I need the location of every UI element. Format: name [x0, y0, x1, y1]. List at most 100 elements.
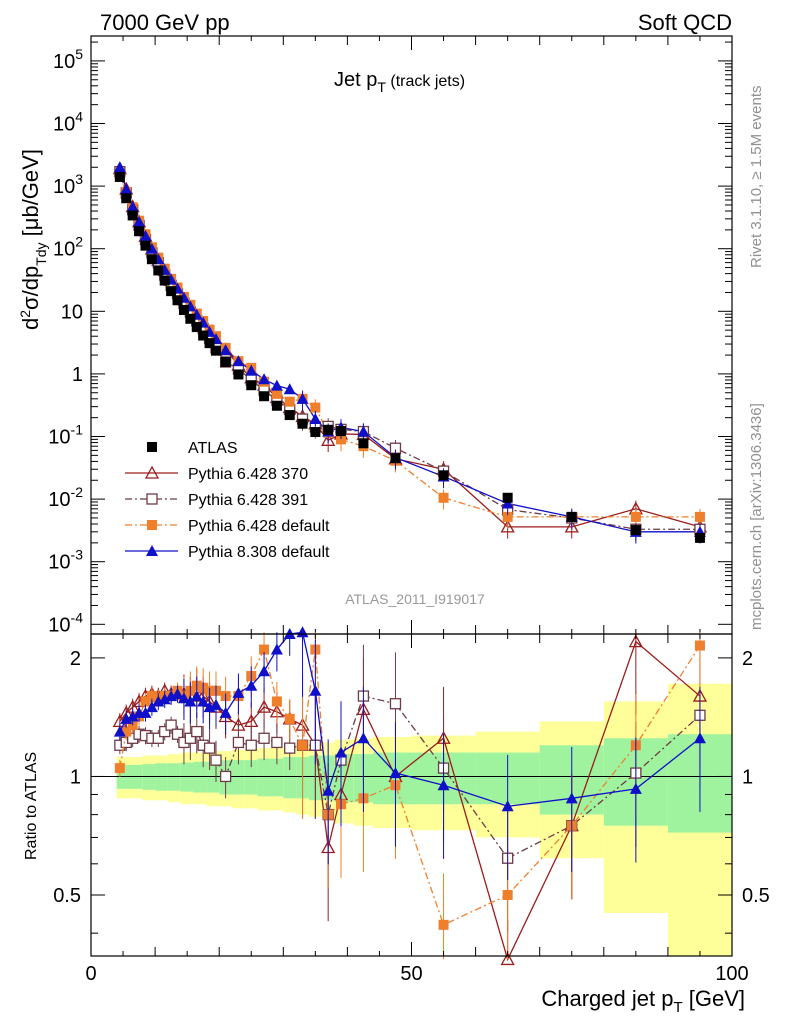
ratio-tick-label: 0.5: [53, 885, 81, 907]
data-point: [184, 732, 197, 744]
data-point: [191, 322, 202, 333]
data-point: [271, 696, 282, 707]
ratio-tick-label: 1: [70, 766, 81, 788]
data-point: [321, 432, 336, 446]
data-point: [152, 732, 164, 744]
data-point: [140, 696, 151, 707]
data-point: [126, 710, 139, 722]
series-line: [119, 174, 700, 518]
y-axis-label-ratio: Ratio to ATLAS: [23, 752, 40, 860]
data-point: [296, 626, 309, 638]
data-point: [147, 520, 157, 530]
data-point: [232, 736, 245, 749]
data-point: [184, 695, 197, 707]
data-point: [245, 739, 257, 751]
data-point: [296, 392, 309, 404]
data-point: [297, 418, 308, 429]
data-point: [146, 493, 158, 505]
data-point: [284, 713, 295, 724]
data-point: [178, 304, 189, 315]
ratio-x-ticks: 0 50 100: [85, 634, 749, 985]
data-point: [177, 692, 190, 704]
data-point: [159, 725, 171, 738]
data-point: [501, 497, 514, 509]
data-point: [256, 699, 272, 713]
data-point: [121, 726, 132, 737]
legend: ATLAS Pythia 6.428 370 Pythia 6.428 391 Pyt…: [125, 440, 330, 561]
data-point: [310, 402, 321, 413]
band-inner: [270, 758, 284, 797]
data-point: [146, 254, 157, 265]
analysis-label: ATLAS_2011_I919017: [345, 591, 485, 607]
data-point: [185, 313, 196, 324]
data-point: [335, 426, 346, 437]
data-point: [245, 364, 258, 376]
data-point: [166, 286, 177, 297]
band-inner: [180, 762, 194, 792]
data-point: [145, 242, 158, 254]
data-point: [232, 686, 245, 698]
header-left: 7000 GeV pp: [100, 10, 230, 35]
band-inner: [373, 752, 412, 805]
y-tick-label: 105: [53, 46, 83, 73]
data-point: [197, 695, 210, 707]
y-tick-label: 10-3: [48, 547, 83, 574]
data-point: [500, 519, 515, 533]
data-point: [198, 330, 209, 341]
data-point: [144, 465, 160, 479]
data-point: [219, 344, 232, 356]
data-point: [500, 952, 515, 966]
ratio-plot-marks: [112, 626, 708, 966]
data-point: [335, 434, 346, 445]
main-panel: 10-4 10-3 10-2 10-1 1 10 102 103 104 105: [48, 35, 733, 636]
y-tick-label: 10-4: [48, 609, 83, 636]
data-point: [258, 732, 270, 744]
data-point: [126, 200, 139, 212]
data-point: [438, 492, 449, 503]
data-point: [114, 171, 125, 182]
data-point: [438, 919, 449, 930]
data-point: [232, 355, 245, 367]
y-tick-label: 103: [53, 171, 83, 198]
data-point: [284, 742, 296, 754]
band-inner: [206, 761, 220, 793]
data-point: [219, 770, 232, 783]
data-point: [133, 215, 146, 227]
legend-label: Pythia 8.308 default: [188, 544, 330, 561]
data-point: [113, 161, 126, 173]
x-axis-label: Charged jet pT [GeV]: [541, 986, 745, 1016]
data-point: [146, 545, 158, 556]
data-point: [630, 525, 641, 536]
rivet-version-label: Rivet 3.1.10, ≥ 1.5M events: [748, 86, 765, 269]
data-point: [172, 295, 183, 306]
main-x-ticks: [90, 36, 733, 634]
data-point: [209, 698, 222, 710]
data-point: [153, 265, 164, 276]
ratio-tick-label-right: 0.5: [742, 885, 770, 907]
data-point: [566, 511, 577, 522]
data-point: [502, 492, 513, 503]
data-point: [284, 410, 295, 421]
data-point: [120, 182, 133, 194]
data-point: [297, 740, 308, 751]
ratio-y-ticks: 0.5 0.5 1 1 2 2: [53, 648, 770, 934]
data-point: [630, 511, 641, 522]
header-right: Soft QCD: [638, 10, 732, 35]
data-point: [171, 687, 184, 699]
data-point: [271, 736, 283, 749]
band-inner: [155, 763, 168, 791]
legend-label: Pythia 6.428 default: [188, 518, 330, 535]
data-point: [147, 442, 157, 452]
legend-label: Pythia 6.428 370: [188, 466, 308, 483]
data-point: [113, 725, 126, 737]
data-point: [284, 396, 295, 407]
data-point: [233, 369, 244, 380]
data-point: [309, 413, 322, 425]
data-point: [437, 779, 450, 791]
y-tick-label: 10: [61, 301, 83, 323]
data-point: [270, 643, 283, 655]
data-point: [145, 701, 158, 713]
data-point: [258, 665, 271, 677]
data-point: [246, 380, 257, 391]
data-point: [693, 732, 706, 744]
